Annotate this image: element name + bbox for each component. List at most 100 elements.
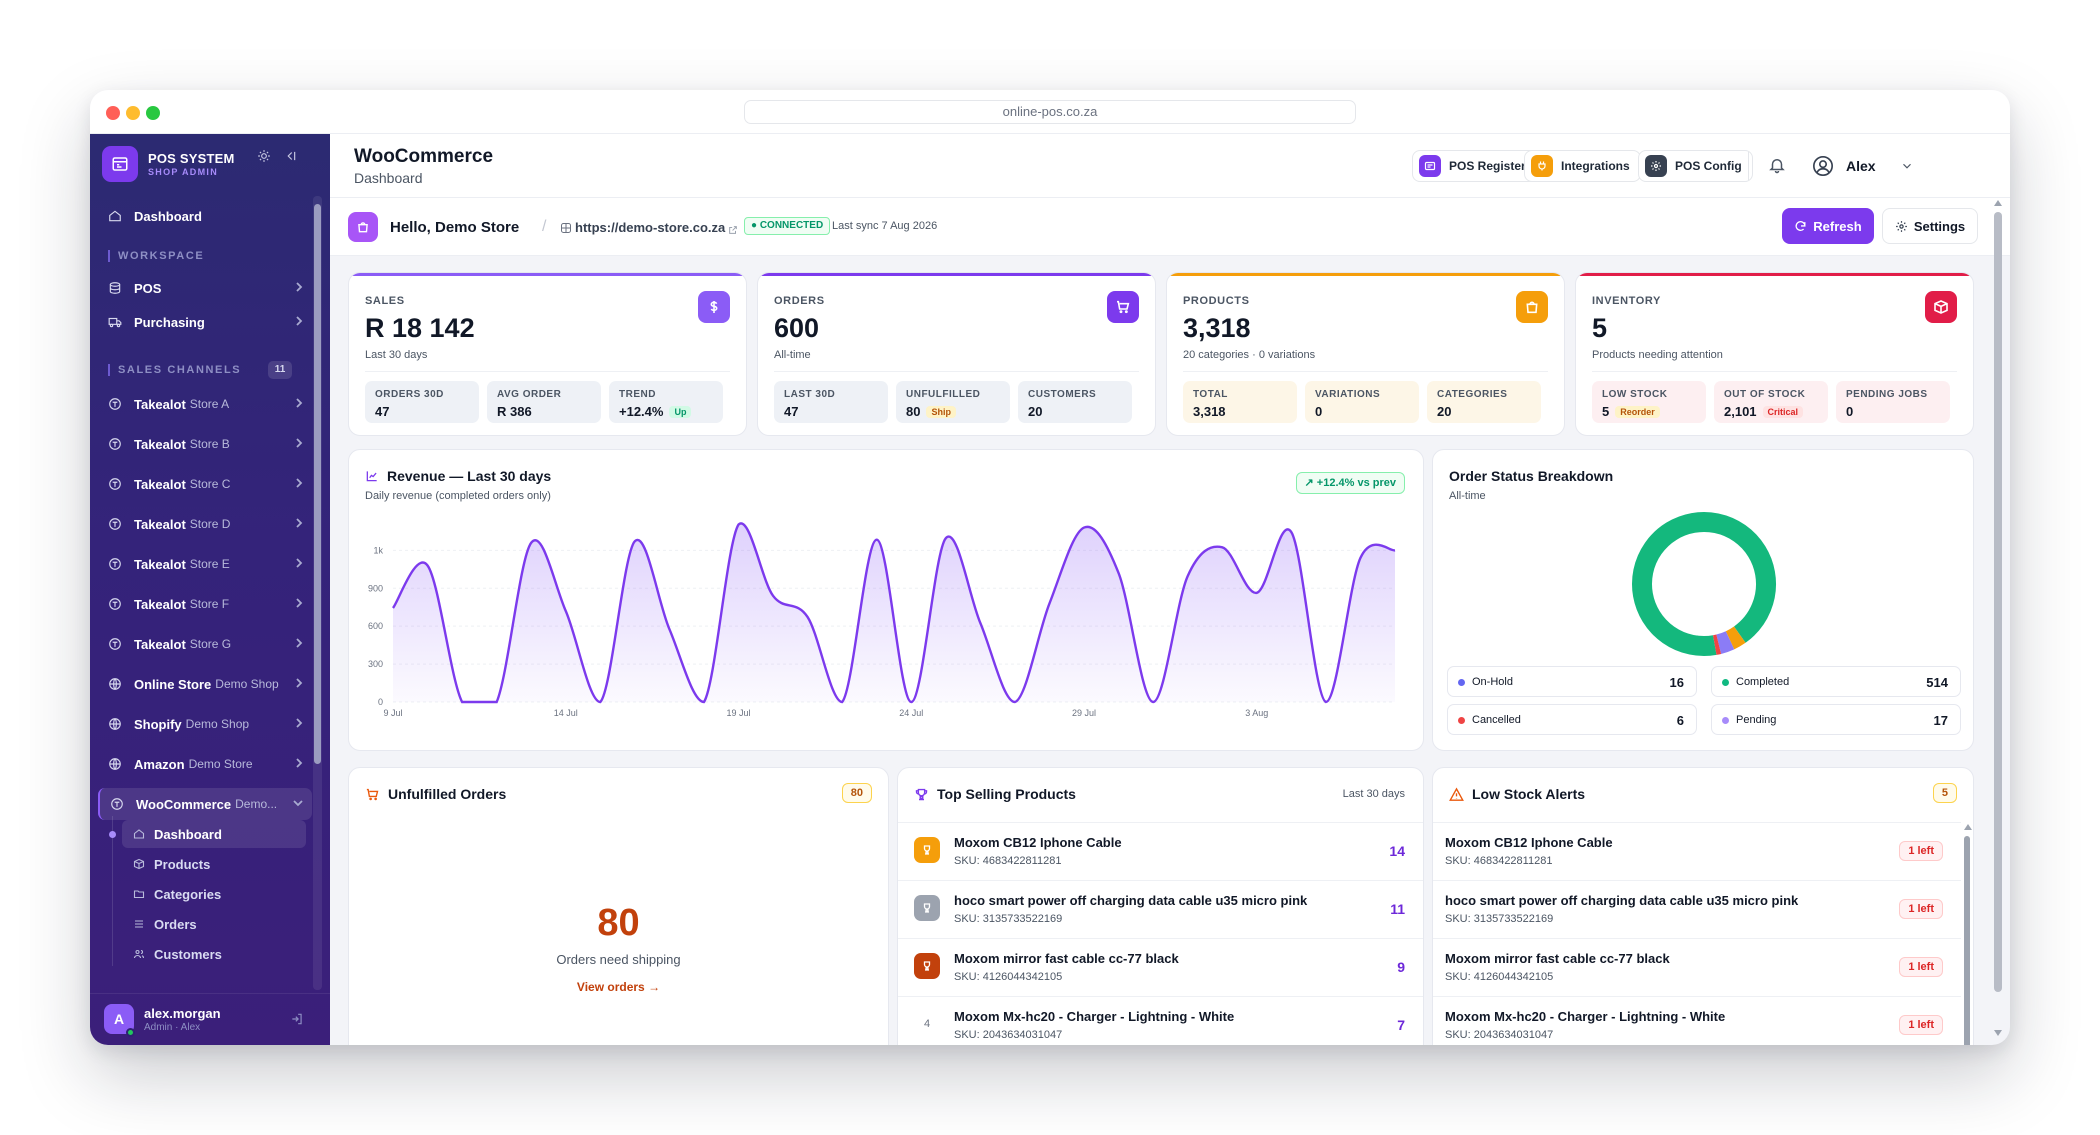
revenue-point[interactable] <box>1389 544 1401 556</box>
store-url-link[interactable]: https://demo-store.co.za <box>575 220 726 235</box>
table-row[interactable]: Moxom Mx-hc20 - Charger - Lightning - Wh… <box>1433 996 1961 1045</box>
logout-icon[interactable] <box>290 1012 304 1031</box>
sidebar-subitem-products[interactable]: Products <box>122 850 306 878</box>
revenue-point[interactable] <box>767 590 779 602</box>
revenue-point[interactable] <box>905 696 917 708</box>
revenue-point[interactable] <box>1043 597 1055 609</box>
sidebar-item-channel[interactable]: Amazon Demo Store <box>98 748 312 780</box>
revenue-point[interactable] <box>802 611 814 623</box>
sidebar-item-channel[interactable]: Takealot Store C <box>98 468 312 500</box>
revenue-point[interactable] <box>698 696 710 708</box>
revenue-point[interactable] <box>491 696 503 708</box>
sidebar-subitem-orders[interactable]: Orders <box>122 910 306 938</box>
pos-register-button[interactable]: POS Register <box>1412 150 1537 182</box>
sidebar-item-channel[interactable]: Takealot Store A <box>98 388 312 420</box>
revenue-point[interactable] <box>629 535 641 547</box>
sidebar-scrollbar-thumb[interactable] <box>314 204 321 764</box>
revenue-point[interactable] <box>387 602 399 614</box>
x-tick-label: 24 Jul <box>899 708 923 718</box>
close-window-button[interactable] <box>106 106 120 120</box>
theme-toggle-icon[interactable] <box>254 146 274 166</box>
revenue-point[interactable] <box>974 617 986 629</box>
sidebar-item-channel[interactable]: WooCommerce Demo... <box>98 788 312 820</box>
table-row[interactable]: hoco smart power off charging data cable… <box>898 880 1423 937</box>
bell-icon[interactable] <box>1768 156 1786 179</box>
x-tick-label: 14 Jul <box>554 708 578 718</box>
table-row[interactable]: Moxom CB12 Iphone Cable SKU: 46834228112… <box>1433 822 1961 879</box>
settings-button[interactable]: Settings <box>1882 208 1978 244</box>
sidebar-subitem-categories[interactable]: Categories <box>122 880 306 908</box>
main-scrollbar[interactable] <box>1992 200 2004 1040</box>
revenue-point[interactable] <box>940 532 952 544</box>
sidebar-item-channel[interactable]: Shopify Demo Shop <box>98 708 312 740</box>
database-icon <box>106 279 124 297</box>
low-stock-scrollbar[interactable] <box>1963 824 1972 1045</box>
table-row[interactable]: Moxom mirror fast cable cc-77 black SKU:… <box>898 938 1423 995</box>
table-row[interactable]: Moxom CB12 Iphone Cable SKU: 46834228112… <box>898 822 1423 879</box>
sidebar-item-channel[interactable]: Online Store Demo Shop <box>98 668 312 700</box>
donut-slice-completed[interactable] <box>1632 512 1776 656</box>
revenue-point[interactable] <box>1320 696 1332 708</box>
user-menu[interactable]: Alex <box>1812 150 1922 182</box>
refresh-button[interactable]: Refresh <box>1782 208 1874 244</box>
sidebar-item-channel[interactable]: Takealot Store D <box>98 508 312 540</box>
user-profile[interactable]: A alex.morgan Admin · Alex <box>90 993 330 1045</box>
sidebar-item-channel[interactable]: Takealot Store G <box>98 628 312 660</box>
revenue-point[interactable] <box>1285 526 1297 538</box>
donut-slice-cancelled[interactable] <box>1632 512 1776 656</box>
maximize-window-button[interactable] <box>146 106 160 120</box>
revenue-point[interactable] <box>1182 570 1194 582</box>
table-row[interactable]: 4 Moxom Mx-hc20 - Charger - Lightning - … <box>898 996 1423 1045</box>
revenue-point[interactable] <box>456 696 468 708</box>
revenue-point[interactable] <box>594 696 606 708</box>
sidebar-subitem-customers[interactable]: Customers <box>122 940 306 968</box>
revenue-point[interactable] <box>1216 541 1228 553</box>
revenue-point[interactable] <box>663 623 675 635</box>
users-icon <box>132 947 146 961</box>
sidebar-item-channel[interactable]: Takealot Store B <box>98 428 312 460</box>
collapse-sidebar-icon[interactable] <box>280 146 300 166</box>
sidebar-item-channel[interactable]: Takealot Store F <box>98 588 312 620</box>
revenue-point[interactable] <box>733 519 745 531</box>
revenue-point[interactable] <box>1354 552 1366 564</box>
low-stock-scrollbar-thumb[interactable] <box>1964 836 1970 1045</box>
box-icon <box>1925 291 1957 323</box>
integrations-button[interactable]: Integrations <box>1524 150 1641 182</box>
connection-status-badge: ● CONNECTED <box>744 217 831 235</box>
main-scrollbar-thumb[interactable] <box>1994 212 2002 992</box>
revenue-point[interactable] <box>1251 587 1263 599</box>
sidebar-scrollbar[interactable] <box>313 196 322 990</box>
revenue-point[interactable] <box>422 560 434 572</box>
sidebar-item-dashboard[interactable]: Dashboard <box>98 200 312 232</box>
sidebar-item-label: WooCommerce <box>136 796 232 812</box>
revenue-point[interactable] <box>560 605 572 617</box>
revenue-point[interactable] <box>1009 696 1021 708</box>
scroll-up-icon[interactable] <box>1994 200 2002 206</box>
sidebar-item-pos[interactable]: POS <box>98 272 312 304</box>
revenue-point[interactable] <box>525 537 537 549</box>
sidebar-item-channel[interactable]: Takealot Store E <box>98 548 312 580</box>
table-row[interactable]: Moxom mirror fast cable cc-77 black SKU:… <box>1433 938 1961 995</box>
revenue-point[interactable] <box>1078 522 1090 534</box>
status-legend-pending[interactable]: Pending 17 <box>1711 704 1961 735</box>
sidebar-item-sublabel: Store A <box>189 397 230 411</box>
scroll-down-icon[interactable] <box>1994 1030 2002 1036</box>
pos-config-button[interactable]: POS Config <box>1638 150 1753 182</box>
address-bar[interactable]: online-pos.co.za <box>744 100 1356 124</box>
view-orders-link[interactable]: View orders → <box>349 980 888 994</box>
table-row[interactable]: hoco smart power off charging data cable… <box>1433 880 1961 937</box>
top-selling-title-label: Top Selling Products <box>937 786 1076 802</box>
external-link-icon[interactable] <box>728 222 738 240</box>
status-legend-cancelled[interactable]: Cancelled 6 <box>1447 704 1697 735</box>
revenue-point[interactable] <box>1147 696 1159 708</box>
scroll-up-icon[interactable] <box>1964 824 1972 830</box>
revenue-point[interactable] <box>1113 567 1125 579</box>
minimize-window-button[interactable] <box>126 106 140 120</box>
revenue-point[interactable] <box>871 534 883 546</box>
status-legend-completed[interactable]: Completed 514 <box>1711 666 1961 697</box>
status-legend-on-hold[interactable]: On-Hold 16 <box>1447 666 1697 697</box>
revenue-point[interactable] <box>836 696 848 708</box>
sidebar-subitem-dashboard[interactable]: Dashboard <box>122 820 306 848</box>
legend-label: Completed <box>1736 676 1790 688</box>
sidebar-item-purchasing[interactable]: Purchasing <box>98 306 312 338</box>
